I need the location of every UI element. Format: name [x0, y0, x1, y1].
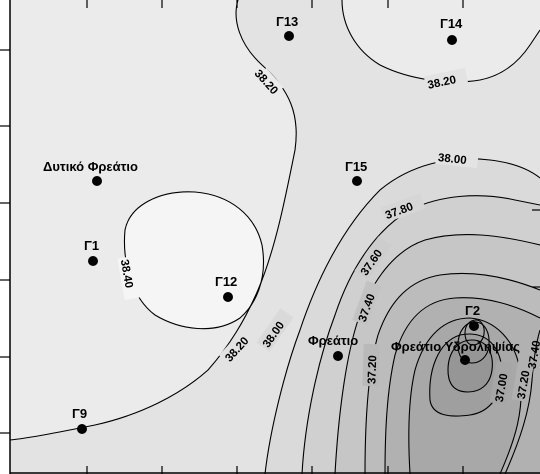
- label-bg: [435, 147, 479, 169]
- contour-3660: [447, 339, 493, 393]
- contour-label-3820-b: 38.20: [427, 74, 458, 92]
- well-label-g13: Γ13: [276, 14, 298, 29]
- well-point-g2: [469, 321, 479, 331]
- contour-3760-east-arc: [504, 329, 540, 474]
- label-bg: [354, 236, 392, 280]
- contour-3760: [334, 234, 540, 474]
- label-bg: [511, 357, 535, 403]
- contour-label-3800-a: 38.00: [437, 152, 467, 167]
- label-bg: [489, 360, 513, 406]
- label-bg: [362, 343, 380, 387]
- well-point-freatio: [333, 351, 343, 361]
- contour-label-3740-b: 37.40: [527, 340, 540, 370]
- well-label-dytiko: Δυτικό Φρεάτιο: [43, 159, 138, 174]
- well-label-g9: Γ9: [72, 406, 87, 421]
- well-label-freatio: Φρεάτιο: [308, 333, 358, 348]
- well-point-ydrolipsias: [460, 355, 470, 365]
- contour-label-3700: 37.00: [494, 373, 511, 403]
- wells: Γ13 Γ14 Δυτικό Φρεάτιο Γ15 Γ1 Γ12 Γ2 Φρε…: [43, 14, 520, 434]
- well-label-ydrolipsias: Φρεάτιο Υδροληψίας: [391, 339, 520, 354]
- well-point-g14: [447, 35, 457, 45]
- label-bg: [256, 308, 294, 352]
- contour-3740: [364, 272, 540, 474]
- label-bg: [352, 280, 382, 326]
- well-label-g1: Γ1: [84, 238, 99, 253]
- contour-3840: [123, 191, 265, 330]
- well-label-g12: Γ12: [215, 274, 237, 289]
- contour-label-3720-a: 37.20: [366, 355, 379, 384]
- well-point-g12: [223, 292, 233, 302]
- region-above-3820-east: [342, 0, 540, 82]
- well-point-g13: [284, 31, 294, 41]
- label-bg: [380, 193, 426, 223]
- label-bg: [219, 324, 259, 366]
- label-bg: [117, 255, 141, 301]
- well-point-g15: [352, 176, 362, 186]
- well-label-g15: Γ15: [345, 159, 367, 174]
- contour-label-3840: 38.40: [118, 259, 135, 289]
- well-label-g2: Γ2: [465, 303, 480, 318]
- label-bg: [423, 67, 469, 93]
- well-label-g14: Γ14: [440, 16, 463, 31]
- contour-3700: [408, 317, 522, 474]
- contour-3780: [301, 195, 540, 474]
- well-point-dytiko: [92, 176, 102, 186]
- contour-3620: [464, 319, 485, 346]
- contour-3720: [384, 297, 540, 474]
- contour-3800: [264, 158, 540, 474]
- label-bg: [254, 67, 284, 99]
- contour-label-3720-b: 37.20: [516, 370, 533, 400]
- well-point-g1: [88, 256, 98, 266]
- well-point-g9: [77, 424, 87, 434]
